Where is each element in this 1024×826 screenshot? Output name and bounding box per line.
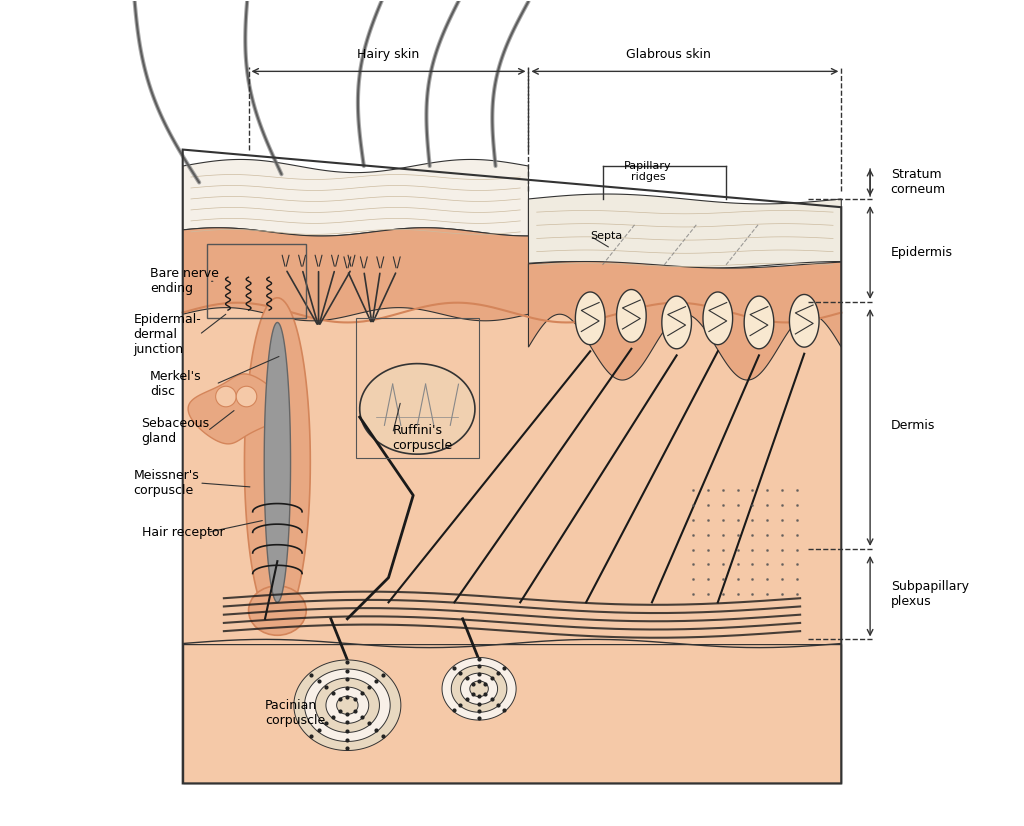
Text: Dermis: Dermis [891,419,935,432]
Ellipse shape [237,387,257,407]
Polygon shape [461,673,498,705]
Polygon shape [452,665,507,712]
Polygon shape [616,290,646,342]
Text: Papillary
ridges: Papillary ridges [624,161,672,183]
Text: Hairy skin: Hairy skin [357,49,420,61]
Polygon shape [304,669,390,742]
Polygon shape [528,194,842,268]
Polygon shape [245,297,310,627]
Polygon shape [528,262,842,380]
Text: Meissner's
corpuscle: Meissner's corpuscle [133,469,199,497]
Bar [208,244,306,318]
Polygon shape [182,228,528,320]
Polygon shape [326,687,369,724]
Text: Epidermal-
dermal
junction: Epidermal- dermal junction [133,313,201,356]
Text: Hair receptor: Hair receptor [141,526,224,539]
Text: Subpapillary
plexus: Subpapillary plexus [891,580,969,608]
Ellipse shape [249,586,306,635]
Polygon shape [662,296,691,349]
Text: Septa: Septa [590,231,623,241]
Polygon shape [294,660,400,751]
Polygon shape [703,292,732,344]
Text: Glabrous skin: Glabrous skin [626,49,711,61]
Bar [355,318,479,458]
Polygon shape [182,159,528,236]
Polygon shape [315,678,380,733]
Polygon shape [744,296,774,349]
Text: Stratum
corneum: Stratum corneum [891,169,946,197]
Polygon shape [188,374,285,444]
Polygon shape [528,299,842,643]
Polygon shape [182,330,842,643]
Polygon shape [359,363,475,454]
Polygon shape [470,681,488,696]
Text: Bare nerve
ending: Bare nerve ending [150,268,219,295]
Polygon shape [575,292,605,344]
Polygon shape [182,643,842,783]
Ellipse shape [216,387,237,407]
Text: Epidermis: Epidermis [891,246,952,259]
Polygon shape [790,294,819,347]
Polygon shape [442,657,516,720]
Polygon shape [182,301,528,643]
Text: Ruffini's
corpuscle: Ruffini's corpuscle [392,424,453,452]
Text: Pacinian
corpuscle: Pacinian corpuscle [265,700,326,728]
Text: Sebaceous
gland: Sebaceous gland [141,417,210,445]
Polygon shape [264,322,291,602]
Text: Merkel's
disc: Merkel's disc [150,370,202,398]
Polygon shape [337,696,358,714]
